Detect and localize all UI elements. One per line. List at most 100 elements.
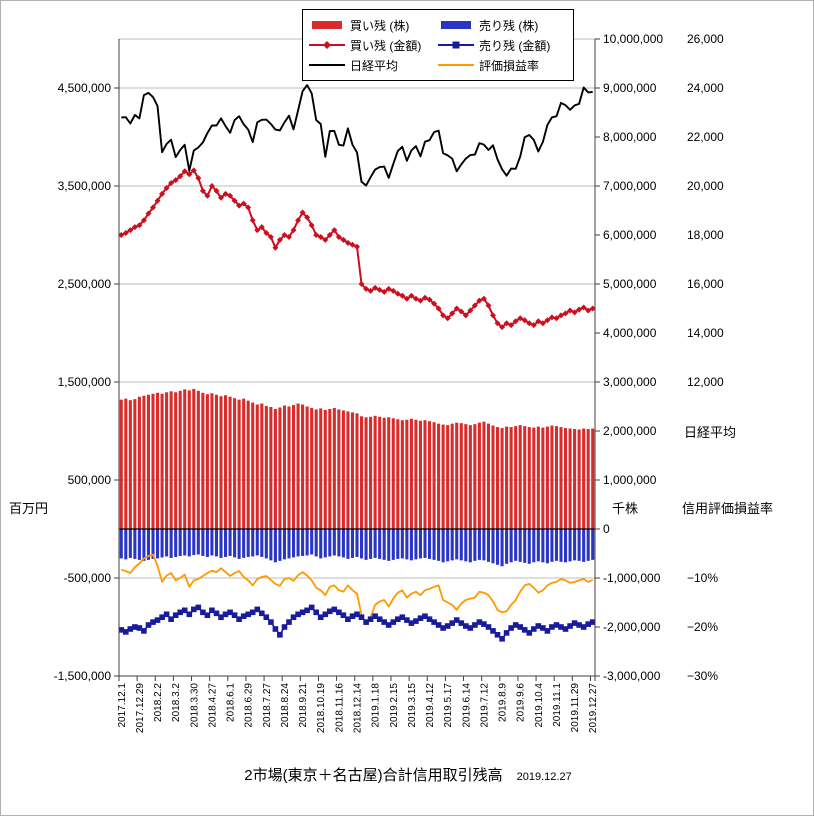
svg-text:2019.8.9: 2019.8.9: [498, 683, 509, 722]
svg-text:24,000: 24,000: [687, 81, 724, 95]
svg-text:6,000,000: 6,000,000: [603, 228, 657, 242]
svg-text:26,000: 26,000: [687, 32, 724, 46]
svg-text:2018.2.2: 2018.2.2: [153, 683, 164, 722]
svg-text:2018.12.14: 2018.12.14: [353, 683, 364, 733]
chart-title: 2市場(東京＋名古屋)合計信用取引残高: [244, 767, 503, 784]
svg-text:-2,000,000: -2,000,000: [603, 620, 661, 634]
svg-text:8,000,000: 8,000,000: [603, 130, 657, 144]
svg-text:−10%: −10%: [687, 571, 718, 585]
nikkei-line: [121, 84, 593, 187]
svg-text:2019.6.14: 2019.6.14: [461, 683, 472, 728]
sell-shares-bars: [119, 529, 595, 567]
chart-as-of-date: 2019.12.27: [516, 771, 572, 783]
svg-text:14,000: 14,000: [687, 326, 724, 340]
svg-text:-500,000: -500,000: [64, 571, 112, 585]
pl-ratio-line: [121, 553, 594, 626]
svg-text:5,000,000: 5,000,000: [603, 277, 657, 291]
left-axis-unit-label: 百万円: [9, 501, 49, 516]
svg-text:2018.8.24: 2018.8.24: [280, 683, 291, 728]
svg-text:3,500,000: 3,500,000: [58, 179, 112, 193]
svg-text:12,000: 12,000: [687, 375, 724, 389]
legend-item-sell-shares: 売り残 (株): [438, 17, 567, 34]
nikkei-swatch-icon: [309, 64, 345, 66]
svg-text:500,000: 500,000: [68, 473, 112, 487]
legend-item-buy-value: 買い残 (金額): [309, 37, 438, 54]
svg-text:2018.9.21: 2018.9.21: [298, 683, 309, 728]
svg-text:2019.2.15: 2019.2.15: [389, 683, 400, 728]
svg-text:2018.6.29: 2018.6.29: [244, 683, 255, 728]
chart-title-row: 2市場(東京＋名古屋)合計信用取引残高 2019.12.27: [1, 764, 813, 785]
svg-text:2018.10.19: 2018.10.19: [316, 683, 327, 733]
svg-text:0: 0: [603, 522, 610, 536]
svg-text:2019.4.12: 2019.4.12: [425, 683, 436, 728]
svg-text:2019.3.15: 2019.3.15: [407, 683, 418, 728]
legend-item-nikkei: 日経平均: [309, 57, 438, 74]
svg-text:22,000: 22,000: [687, 130, 724, 144]
svg-text:2019.5.17: 2019.5.17: [443, 683, 454, 728]
pl-ratio-axis-labels: −10% −20% −30%: [687, 571, 718, 683]
svg-text:2018.4.27: 2018.4.27: [207, 683, 218, 728]
svg-text:-1,000,000: -1,000,000: [603, 571, 661, 585]
svg-text:16,000: 16,000: [687, 277, 724, 291]
svg-text:−30%: −30%: [687, 669, 718, 683]
svg-text:3,000,000: 3,000,000: [603, 375, 657, 389]
svg-text:2018.3.2: 2018.3.2: [171, 683, 182, 722]
pl-ratio-axis-title: 信用評価損益率: [682, 501, 774, 516]
svg-text:-1,500,000: -1,500,000: [54, 669, 112, 683]
svg-text:1,500,000: 1,500,000: [58, 375, 112, 389]
svg-text:2019.11.29: 2019.11.29: [570, 683, 581, 733]
sell-value-line: [118, 604, 596, 642]
svg-text:2019.7.12: 2019.7.12: [479, 683, 490, 728]
nikkei-axis-title: 日経平均: [684, 425, 737, 440]
legend-item-label: 評価損益率: [479, 58, 540, 73]
svg-text:−20%: −20%: [687, 620, 718, 634]
legend-item-label: 売り残 (株): [479, 18, 539, 33]
svg-text:2018.3.30: 2018.3.30: [189, 683, 200, 728]
legend-item-buy-shares: 買い残 (株): [309, 17, 438, 34]
left-axis-labels: 4,500,000 3,500,000 2,500,000 1,500,000 500,…: [54, 81, 112, 683]
svg-text:2019.12.27: 2019.12.27: [588, 683, 599, 733]
x-axis-date-labels: 2017.12.1 2017.12.29 2018.2.2 2018.3.2 2018.…: [117, 683, 599, 733]
svg-text:9,000,000: 9,000,000: [603, 81, 657, 95]
svg-text:2,500,000: 2,500,000: [58, 277, 112, 291]
buy-value-swatch-icon: [309, 41, 345, 49]
svg-text:1,000,000: 1,000,000: [603, 473, 657, 487]
legend-item-label: 日経平均: [350, 58, 399, 73]
buy-value-line: [118, 167, 596, 331]
svg-text:-3,000,000: -3,000,000: [603, 669, 661, 683]
legend-item-label: 売り残 (金額): [479, 38, 551, 53]
legend-item-label: 買い残 (金額): [350, 38, 422, 53]
svg-text:2018.6.1: 2018.6.1: [226, 683, 237, 722]
chart-legend: 買い残 (株) 買い残 (金額) 日経平均 売り残 (株) 売り残 (金額) 評価損益率: [302, 9, 574, 81]
buy-shares-bars: [119, 388, 595, 529]
svg-text:2,000,000: 2,000,000: [603, 424, 657, 438]
shares-axis-labels: 10,000,000 9,000,000 8,000,000 7,000,000 6,0…: [603, 32, 663, 683]
svg-text:2019.10.4: 2019.10.4: [534, 683, 545, 728]
svg-text:2018.7.27: 2018.7.27: [262, 683, 273, 728]
svg-text:18,000: 18,000: [687, 228, 724, 242]
svg-text:20,000: 20,000: [687, 179, 724, 193]
legend-item-sell-value: 売り残 (金額): [438, 37, 567, 54]
svg-text:4,500,000: 4,500,000: [58, 81, 112, 95]
gridlines: [119, 38, 595, 677]
sell-value-swatch-icon: [438, 41, 474, 49]
svg-text:2017.12.29: 2017.12.29: [135, 683, 146, 733]
svg-text:2017.12.1: 2017.12.1: [117, 683, 128, 728]
legend-item-pl-ratio: 評価損益率: [438, 57, 567, 74]
svg-text:7,000,000: 7,000,000: [603, 179, 657, 193]
svg-text:2019.11.1: 2019.11.1: [552, 683, 563, 727]
svg-text:10,000,000: 10,000,000: [603, 32, 663, 46]
axis-frame: [114, 38, 600, 681]
buy-shares-swatch-icon: [312, 21, 342, 29]
svg-text:2019.1.18: 2019.1.18: [371, 683, 382, 728]
pl-ratio-swatch-icon: [438, 64, 474, 66]
legend-item-label: 買い残 (株): [350, 18, 410, 33]
svg-text:2018.11.16: 2018.11.16: [334, 683, 345, 733]
svg-text:2019.9.6: 2019.9.6: [516, 683, 527, 722]
svg-text:4,000,000: 4,000,000: [603, 326, 657, 340]
shares-axis-unit-label: 千株: [612, 501, 639, 516]
nikkei-axis-labels: 26,000 24,000 22,000 20,000 18,000 16,000 14,0…: [687, 32, 724, 389]
sell-shares-swatch-icon: [441, 21, 471, 29]
